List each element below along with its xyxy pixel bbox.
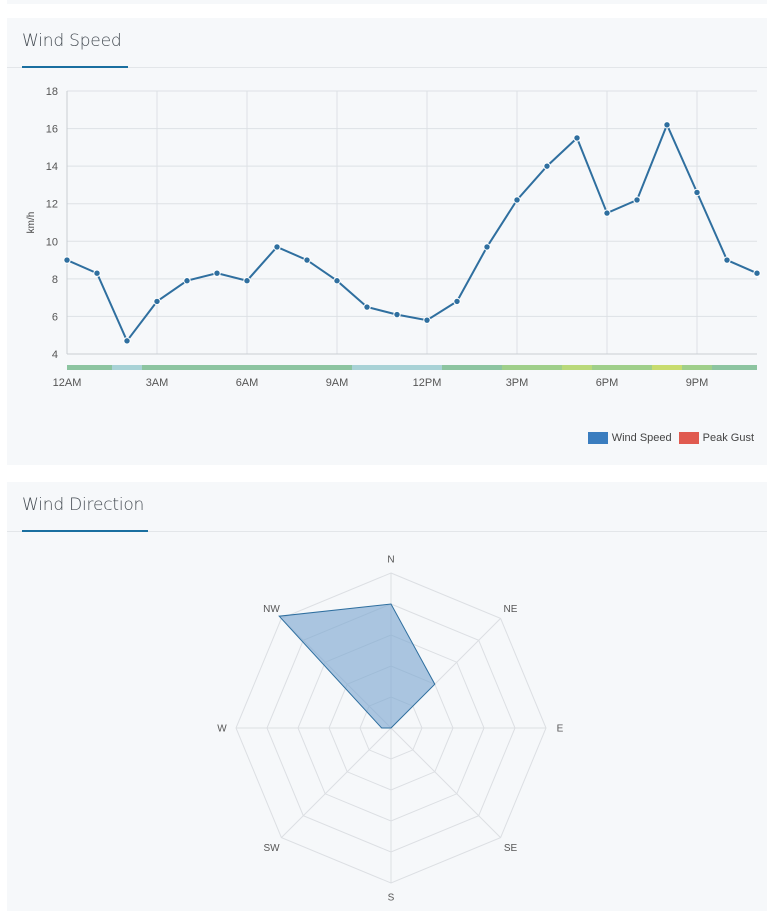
intensity-strip-segment bbox=[67, 365, 82, 370]
intensity-strip-segment bbox=[472, 365, 502, 370]
intensity-strip-segment bbox=[562, 365, 592, 370]
y-axis-title: km/h bbox=[26, 212, 37, 234]
legend-item-wind-speed[interactable]: Wind Speed bbox=[587, 432, 672, 444]
radar-spoke bbox=[390, 727, 501, 838]
intensity-strip-segment bbox=[232, 365, 262, 370]
title-accent-bar bbox=[22, 530, 148, 532]
intensity-strip-segment bbox=[262, 365, 292, 370]
intensity-strip-segment bbox=[382, 365, 412, 370]
direction-label-s: S bbox=[388, 893, 395, 904]
intensity-strip-segment bbox=[742, 365, 757, 370]
x-tick-label: 3PM bbox=[506, 377, 529, 389]
intensity-strip-segment bbox=[712, 365, 742, 370]
wind-speed-point bbox=[633, 196, 641, 204]
title-accent-bar bbox=[22, 66, 128, 68]
wind-speed-point bbox=[63, 256, 71, 264]
y-tick-label: 12 bbox=[46, 199, 58, 211]
wind-speed-point bbox=[123, 337, 131, 345]
wind-speed-point bbox=[213, 269, 221, 277]
wind-speed-point bbox=[363, 303, 371, 311]
top-panel-edge bbox=[7, 0, 767, 4]
y-tick-label: 4 bbox=[52, 349, 58, 361]
intensity-strip-segment bbox=[292, 365, 322, 370]
intensity-strip-segment bbox=[592, 365, 622, 370]
wind-speed-point bbox=[723, 256, 731, 264]
wind-speed-panel: Wind Speed 4 6 8 10 12 14 16 18 12AM 3AM 6AM 9AM 12P… bbox=[7, 18, 767, 465]
x-tick-label: 9PM bbox=[686, 377, 709, 389]
wind-speed-point bbox=[303, 256, 311, 264]
wind-speed-point bbox=[183, 277, 191, 285]
y-tick-label: 18 bbox=[46, 86, 58, 98]
wind-speed-point bbox=[273, 243, 281, 251]
wind-speed-series-line bbox=[66, 122, 758, 343]
intensity-strip-segment bbox=[352, 365, 382, 370]
wind-speed-point bbox=[93, 269, 101, 277]
intensity-strip-segment bbox=[412, 365, 442, 370]
wind-speed-point bbox=[513, 196, 521, 204]
legend-label-peak-gust: Peak Gust bbox=[702, 432, 754, 444]
intensity-strip-segment bbox=[502, 365, 532, 370]
y-tick-label: 8 bbox=[52, 274, 58, 286]
y-tick-label: 6 bbox=[52, 311, 58, 323]
radar-spoke bbox=[281, 727, 392, 838]
wind-speed-point bbox=[663, 121, 671, 129]
x-tick-label: 6AM bbox=[236, 377, 259, 389]
wind-speed-point bbox=[423, 316, 431, 324]
wind-speed-point bbox=[333, 277, 341, 285]
wind-speed-point bbox=[153, 297, 161, 306]
x-tick-label: 3AM bbox=[146, 377, 169, 389]
direction-label-sw: SW bbox=[263, 843, 280, 854]
direction-label-se: SE bbox=[504, 843, 518, 854]
intensity-strip-segment bbox=[172, 365, 202, 370]
wind-speed-point bbox=[573, 134, 581, 142]
wind-speed-point bbox=[753, 269, 761, 277]
x-tick-label: 12AM bbox=[53, 377, 82, 389]
direction-label-n: N bbox=[387, 555, 394, 566]
intensity-strip-segment bbox=[142, 365, 172, 370]
direction-label-nw: NW bbox=[263, 604, 280, 615]
x-tick-label: 6PM bbox=[596, 377, 619, 389]
y-tick-label: 14 bbox=[46, 161, 58, 173]
x-tick-label: 9AM bbox=[326, 377, 349, 389]
wind-direction-area bbox=[278, 603, 436, 729]
intensity-strip-segment bbox=[112, 365, 142, 370]
wind-speed-point bbox=[483, 243, 491, 251]
wind-speed-point bbox=[543, 162, 551, 170]
legend-item-peak-gust[interactable]: Peak Gust bbox=[678, 432, 754, 444]
y-tick-label: 10 bbox=[46, 236, 58, 248]
wind-direction-chart: N NE E SE S SW W NW bbox=[217, 555, 564, 904]
intensity-strip-segment bbox=[682, 365, 712, 370]
intensity-strip-segment bbox=[202, 365, 232, 370]
legend-swatch-peak-gust bbox=[678, 432, 699, 444]
direction-label-e: E bbox=[557, 724, 564, 735]
wind-direction-panel: Wind Direction N NE E SE S SW W NW bbox=[7, 482, 767, 911]
wind-speed-point bbox=[693, 188, 701, 197]
direction-label-ne: NE bbox=[504, 604, 518, 615]
title-divider bbox=[7, 531, 767, 532]
direction-label-w: W bbox=[217, 724, 227, 735]
intensity-strip-segment bbox=[82, 365, 112, 370]
wind-speed-point bbox=[453, 297, 461, 306]
intensity-strip-segment bbox=[532, 365, 562, 370]
intensity-strip-segment bbox=[322, 365, 352, 370]
wind-speed-title: Wind Speed bbox=[22, 31, 122, 51]
wind-speed-point bbox=[243, 277, 251, 285]
wind-speed-chart: 4 6 8 10 12 14 16 18 12AM 3AM 6AM 9AM 12PM 3PM 6PM 9PM k… bbox=[26, 86, 761, 389]
legend-label-wind-speed: Wind Speed bbox=[611, 432, 672, 444]
title-divider bbox=[7, 67, 767, 68]
wind-speed-point bbox=[393, 310, 401, 319]
intensity-strip-segment bbox=[442, 365, 472, 370]
legend-swatch-wind-speed bbox=[587, 432, 608, 444]
intensity-strip-segment bbox=[652, 365, 682, 370]
chart-legend: Wind Speed Peak Gust bbox=[581, 432, 754, 444]
wind-direction-title: Wind Direction bbox=[22, 495, 145, 515]
y-tick-label: 16 bbox=[46, 124, 58, 136]
x-tick-label: 12PM bbox=[413, 377, 442, 389]
wind-speed-point bbox=[603, 209, 611, 217]
intensity-strip-segment bbox=[622, 365, 652, 370]
